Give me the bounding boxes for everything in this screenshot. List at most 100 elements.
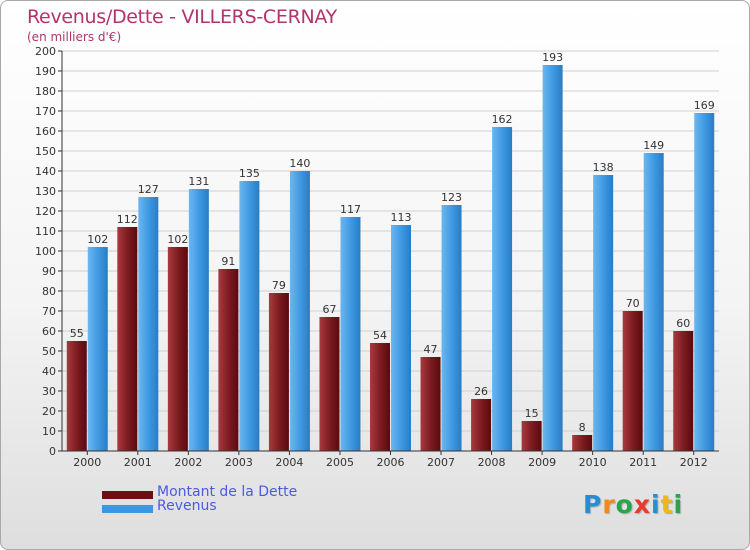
data-label-debt: 70 xyxy=(626,297,640,310)
logo-letter: r xyxy=(602,490,616,519)
x-tick-label: 2005 xyxy=(326,456,354,469)
legend-label-debt: Montant de la Dette xyxy=(157,484,298,500)
bar-revenus xyxy=(643,153,664,451)
bar-debt xyxy=(117,227,138,451)
data-label-revenus: 102 xyxy=(87,233,108,246)
logo-letter: t xyxy=(660,490,674,519)
y-tick-label: 80 xyxy=(42,285,56,298)
data-label-revenus: 138 xyxy=(593,161,614,174)
y-tick-label: 190 xyxy=(35,65,56,78)
bar-revenus xyxy=(391,225,411,451)
bar-revenus xyxy=(441,205,462,451)
data-label-revenus: 127 xyxy=(138,183,159,196)
y-tick-label: 170 xyxy=(35,105,56,118)
y-tick-label: 120 xyxy=(35,205,56,218)
data-label-revenus: 140 xyxy=(289,157,310,170)
bar-debt xyxy=(622,311,643,451)
bar-revenus xyxy=(492,127,513,451)
data-label-debt: 47 xyxy=(424,343,438,356)
bar-revenus xyxy=(289,171,310,451)
bar-debt xyxy=(167,247,188,451)
bar-debt xyxy=(319,317,340,451)
chart-subtitle: (en milliers d'€) xyxy=(27,30,122,44)
y-tick-label: 90 xyxy=(42,265,56,278)
y-tick-label: 150 xyxy=(35,145,56,158)
data-label-revenus: 113 xyxy=(391,211,412,224)
y-tick-label: 60 xyxy=(42,325,56,338)
x-tick-label: 2010 xyxy=(579,456,607,469)
bar-revenus xyxy=(239,181,260,451)
data-label-revenus: 117 xyxy=(340,203,361,216)
logo-letter: o xyxy=(615,490,634,519)
y-tick-label: 110 xyxy=(35,225,56,238)
logo-letter: P xyxy=(583,490,603,519)
bar-debt xyxy=(572,435,593,451)
chart-title: Revenus/Dette - VILLERS-CERNAY xyxy=(27,6,337,28)
y-tick-label: 30 xyxy=(42,385,56,398)
bar-revenus xyxy=(593,175,614,451)
data-label-debt: 102 xyxy=(167,233,188,246)
y-tick-label: 180 xyxy=(35,85,56,98)
bar-debt xyxy=(471,399,492,451)
data-label-debt: 54 xyxy=(373,329,387,342)
data-label-revenus: 123 xyxy=(441,191,462,204)
y-tick-label: 20 xyxy=(42,405,56,418)
x-tick-label: 2003 xyxy=(225,456,253,469)
x-tick-label: 2007 xyxy=(427,456,455,469)
x-tick-label: 2004 xyxy=(275,456,303,469)
x-tick-label: 2000 xyxy=(73,456,101,469)
y-tick-label: 10 xyxy=(42,425,56,438)
data-label-debt: 55 xyxy=(70,327,84,340)
bar-debt xyxy=(370,343,390,451)
y-tick-label: 160 xyxy=(35,125,56,138)
bar-debt xyxy=(218,269,239,451)
data-label-revenus: 193 xyxy=(542,51,563,64)
x-tick-label: 2002 xyxy=(174,456,202,469)
data-label-revenus: 149 xyxy=(643,139,664,152)
data-label-debt: 60 xyxy=(676,317,690,330)
data-label-revenus: 162 xyxy=(492,113,513,126)
bar-revenus xyxy=(138,197,159,451)
logo-letter: x xyxy=(633,490,651,519)
logo-letter: i xyxy=(651,490,661,519)
data-label-debt: 91 xyxy=(221,255,235,268)
bar-revenus xyxy=(694,113,715,451)
bar-debt xyxy=(420,357,441,451)
data-label-debt: 67 xyxy=(322,303,336,316)
y-tick-label: 50 xyxy=(42,345,56,358)
data-label-debt: 8 xyxy=(579,421,586,434)
x-tick-label: 2008 xyxy=(478,456,506,469)
data-label-revenus: 169 xyxy=(694,99,715,112)
data-label-revenus: 135 xyxy=(239,167,260,180)
x-tick-label: 2006 xyxy=(377,456,405,469)
data-label-debt: 26 xyxy=(474,385,488,398)
y-tick-label: 200 xyxy=(35,45,56,58)
y-tick-label: 0 xyxy=(49,445,56,458)
y-tick-label: 100 xyxy=(35,245,56,258)
legend-swatch-revenus xyxy=(102,505,153,513)
data-label-debt: 79 xyxy=(272,279,286,292)
proxiti-logo: Proxiti xyxy=(583,490,683,519)
y-tick-label: 70 xyxy=(42,305,56,318)
bar-revenus xyxy=(188,189,209,451)
x-tick-label: 2009 xyxy=(528,456,556,469)
data-label-debt: 112 xyxy=(117,213,138,226)
data-label-revenus: 131 xyxy=(188,175,209,188)
legend-swatch-debt xyxy=(102,491,153,499)
x-tick-label: 2001 xyxy=(124,456,152,469)
bar-revenus xyxy=(340,217,361,451)
bar-debt xyxy=(673,331,694,451)
y-tick-label: 40 xyxy=(42,365,56,378)
y-tick-label: 130 xyxy=(35,185,56,198)
data-label-debt: 15 xyxy=(525,407,539,420)
legend-label-revenus: Revenus xyxy=(157,498,217,514)
bar-debt xyxy=(521,421,542,451)
bar-revenus xyxy=(87,247,108,451)
bar-revenus xyxy=(542,65,563,451)
logo-letter: i xyxy=(673,490,684,519)
x-tick-label: 2012 xyxy=(680,456,708,469)
bar-debt xyxy=(66,341,87,451)
x-tick-label: 2011 xyxy=(629,456,657,469)
